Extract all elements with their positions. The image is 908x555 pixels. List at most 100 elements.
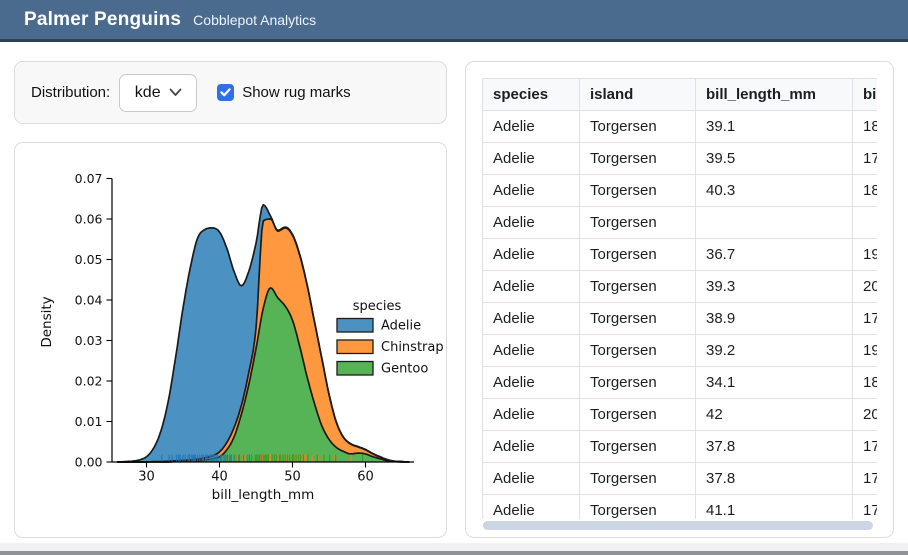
- x-axis-label: bill_length_mm: [212, 487, 315, 503]
- table-cell: 36.7: [695, 238, 853, 271]
- rug-marks: [161, 454, 364, 462]
- y-tick-label: 0.01: [75, 414, 103, 429]
- table-cell: 17.3: [852, 462, 877, 495]
- table-cell: Torgersen: [579, 462, 696, 495]
- table-cell: Torgersen: [579, 174, 696, 207]
- table-cell: 18: [852, 174, 877, 207]
- table-row: Adelie Torgersen: [482, 206, 877, 239]
- table-cell: Adelie: [482, 302, 580, 335]
- axes: 0.00 0.01 0.02 0.03 0.04 0.05 0.06 0.07 30 40 50 60…: [39, 171, 414, 503]
- kde-bands: [117, 203, 410, 463]
- table-cell: Torgersen: [579, 238, 696, 271]
- legend-title: species: [353, 299, 402, 314]
- table-cell: Adelie: [482, 494, 580, 519]
- table-cell: [852, 206, 877, 239]
- table-cell: [695, 206, 853, 239]
- y-tick-label: 0.04: [75, 293, 103, 308]
- table-cell: 20.2: [852, 398, 877, 431]
- app-subtitle: Cobblepot Analytics: [193, 12, 317, 28]
- table-cell: 39.3: [695, 270, 853, 303]
- horizontal-scrollbar[interactable]: [483, 521, 873, 530]
- checkbox-checked-icon[interactable]: [217, 84, 235, 101]
- table-cell: Adelie: [482, 174, 580, 207]
- column-header: species: [482, 78, 580, 111]
- y-axis-label: Density: [39, 296, 55, 347]
- penguin-table: speciesislandbill_length_mmbill_depth_mm…: [482, 78, 877, 519]
- table-cell: 20.6: [852, 270, 877, 303]
- column-header: island: [579, 78, 696, 111]
- table-row: AdelieTorgersen4220.2: [482, 398, 877, 431]
- y-tick-label: 0.00: [75, 455, 103, 470]
- table-cell: 17.8: [852, 302, 877, 335]
- window-bottom-edge: [0, 543, 908, 555]
- x-tick-label: 50: [284, 470, 301, 485]
- table-cell: 37.8: [695, 430, 853, 463]
- rug-marks-label: Show rug marks: [242, 84, 351, 101]
- y-tick-label: 0.03: [75, 333, 103, 348]
- table-cell: Adelie: [482, 366, 580, 399]
- table-cell: 17.4: [852, 142, 877, 175]
- table-cell: Adelie: [482, 398, 580, 431]
- controls-panel: Distribution: kde Show rug marks: [14, 61, 447, 124]
- kde-band-gentoo: [117, 287, 410, 462]
- distribution-label: Distribution:: [31, 84, 111, 101]
- table-cell: 39.5: [695, 142, 853, 175]
- legend-label: Chinstrap: [381, 340, 444, 355]
- table-cell: 18.7: [852, 110, 877, 143]
- table-cell: Adelie: [482, 110, 580, 143]
- table-cell: 17.1: [852, 430, 877, 463]
- table-cell: 39.2: [695, 334, 853, 367]
- table-cell: Adelie: [482, 238, 580, 271]
- legend-swatch-adelie: [336, 317, 374, 333]
- legend-label: Adelie: [381, 319, 421, 334]
- table-cell: Adelie: [482, 334, 580, 367]
- table-cell: 42: [695, 398, 853, 431]
- kde-plot-card: 0.00 0.01 0.02 0.03 0.04 0.05 0.06 0.07 30 40 50 60…: [14, 142, 447, 538]
- distribution-select[interactable]: kde: [119, 73, 198, 112]
- table-cell: Torgersen: [579, 110, 696, 143]
- y-tick-label: 0.07: [75, 171, 103, 186]
- distribution-selected-value: kde: [134, 83, 161, 101]
- x-tick-label: 60: [357, 470, 374, 485]
- y-tick-label: 0.05: [75, 252, 103, 267]
- table-cell: Adelie: [482, 206, 580, 239]
- data-table-scroll-area[interactable]: speciesislandbill_length_mmbill_depth_mm…: [482, 78, 877, 519]
- table-cell: Torgersen: [579, 142, 696, 175]
- table-cell: Torgersen: [579, 494, 696, 519]
- app-header: Palmer Penguins Cobblepot Analytics: [0, 0, 908, 42]
- kde-edge-adelie: [117, 203, 410, 463]
- legend-label: Gentoo: [381, 362, 428, 377]
- legend-swatch-gentoo: [336, 360, 374, 376]
- table-cell: Torgersen: [579, 398, 696, 431]
- chevron-down-icon: [169, 88, 182, 97]
- y-tick-label: 0.06: [75, 212, 103, 227]
- table-cell: 39.1: [695, 110, 853, 143]
- column-header: bill_length_mm: [695, 78, 853, 111]
- table-cell: Torgersen: [579, 366, 696, 399]
- kde-density-plot: 0.00 0.01 0.02 0.03 0.04 0.05 0.06 0.07 30 40 50 60…: [39, 171, 444, 503]
- column-header: bill_depth_mm: [852, 78, 877, 111]
- table-cell: 19.3: [852, 238, 877, 271]
- table-cell: Torgersen: [579, 302, 696, 335]
- legend: species Adelie Chinstrap Gentoo: [336, 299, 444, 377]
- table-cell: Adelie: [482, 462, 580, 495]
- table-cell: Torgersen: [579, 430, 696, 463]
- table-cell: Torgersen: [579, 206, 696, 239]
- app-title: Palmer Penguins: [24, 9, 182, 30]
- table-cell: Adelie: [482, 142, 580, 175]
- table-cell: 18.1: [852, 366, 877, 399]
- table-cell: 17.6: [852, 494, 877, 519]
- table-cell: 34.1: [695, 366, 853, 399]
- table-cell: 38.9: [695, 302, 853, 335]
- rug-marks-checkbox-group[interactable]: Show rug marks: [217, 84, 351, 101]
- x-tick-label: 40: [211, 470, 228, 485]
